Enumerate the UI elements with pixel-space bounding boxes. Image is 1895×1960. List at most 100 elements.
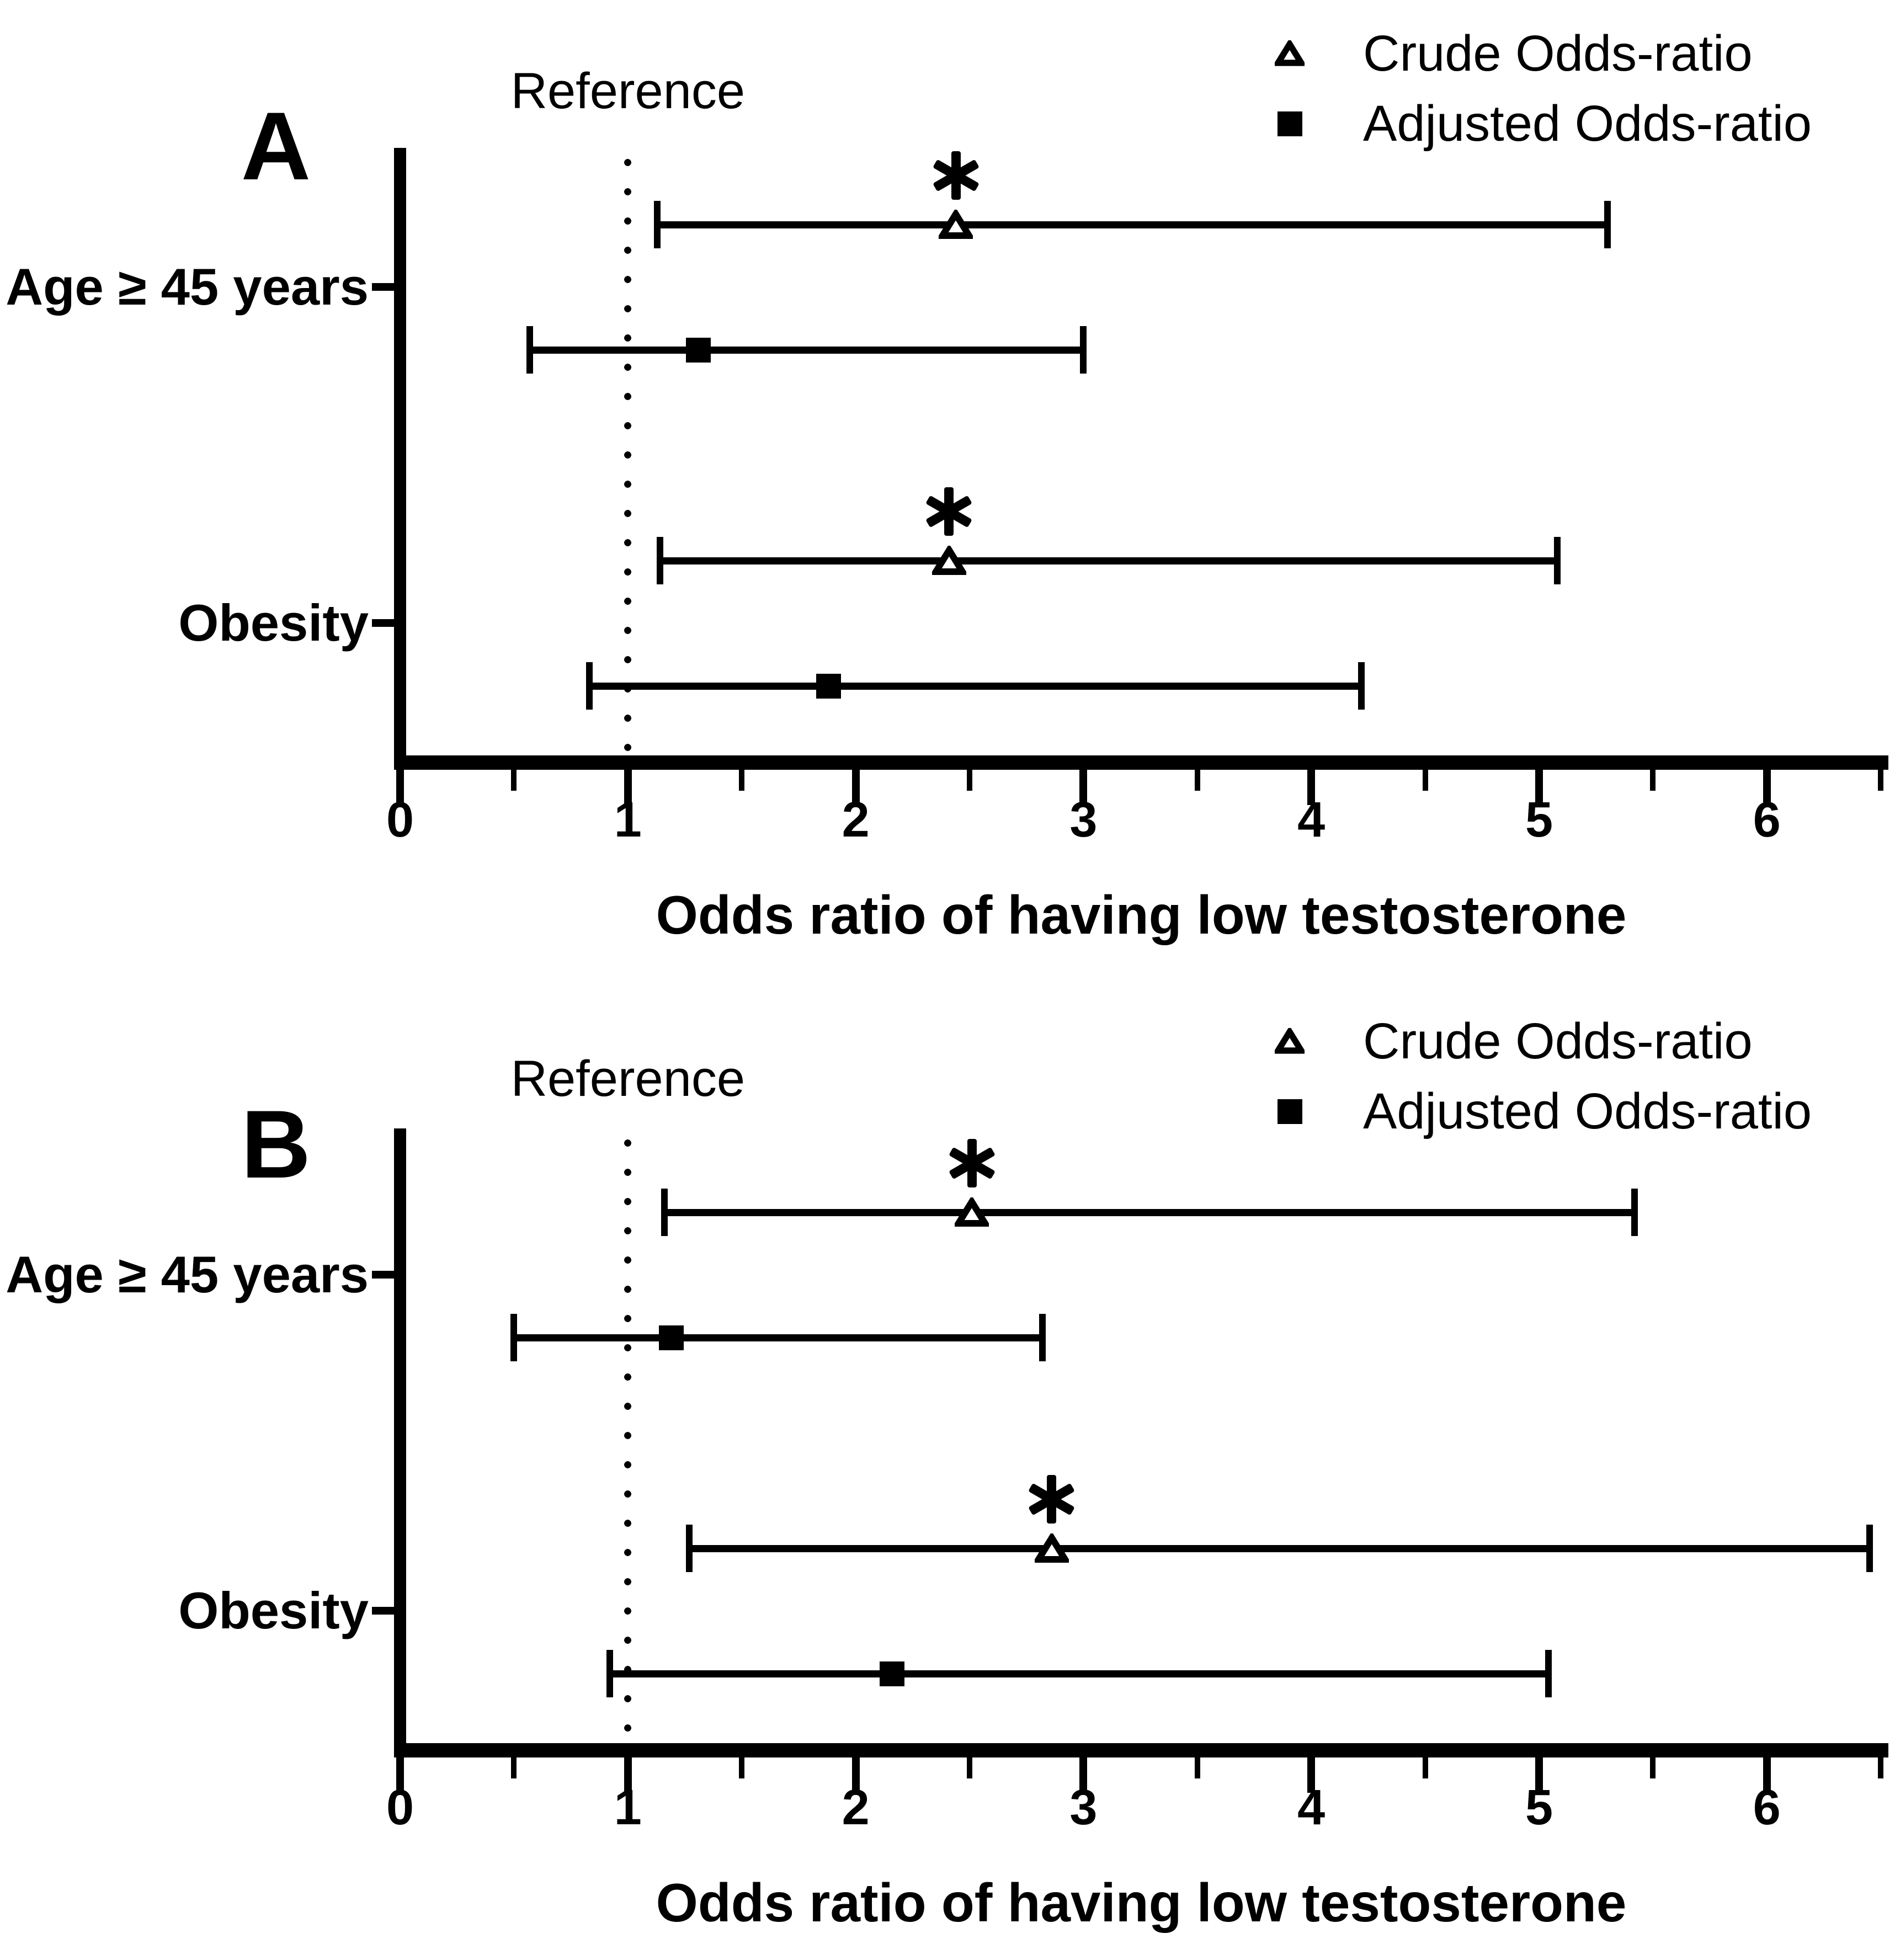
open-triangle-icon (936, 207, 975, 239)
significance-asterisk (924, 487, 974, 536)
x-axis-major-tick (1307, 1757, 1316, 1793)
x-axis-tick-label: 1 (614, 1780, 642, 1835)
error-bar-line (659, 557, 1557, 564)
panel-label: A (241, 93, 311, 200)
category-label: Age ≥ 45 years (6, 258, 369, 316)
open-triangle-icon (952, 1195, 991, 1227)
error-bar-line (689, 1544, 1870, 1552)
error-bar-cap-left (656, 537, 663, 584)
x-axis-minor-tick (739, 1757, 745, 1778)
significance-asterisk (1027, 1475, 1077, 1524)
x-axis-tick-label: 3 (1069, 1780, 1098, 1835)
x-axis-major-tick (851, 1757, 860, 1793)
x-axis-minor-tick (1878, 770, 1884, 791)
x-axis-minor-tick (967, 770, 972, 791)
filled-square-icon (1277, 1099, 1302, 1124)
x-axis-minor-tick (1650, 770, 1656, 791)
error-bar-cap-left (510, 1314, 518, 1361)
reference-label: Reference (510, 1051, 746, 1107)
error-bar-line (514, 1334, 1043, 1341)
y-axis-category-tick (372, 619, 394, 627)
open-triangle-icon (930, 544, 968, 576)
error-bar-line (609, 1670, 1548, 1677)
x-axis-tick-label: 4 (1297, 1780, 1326, 1835)
x-axis-tick-label: 2 (842, 792, 870, 848)
x-axis-major-tick (396, 770, 404, 805)
y-axis-category-tick (372, 1271, 394, 1279)
significance-asterisk (931, 151, 981, 200)
x-axis-minor-tick (1422, 770, 1428, 791)
error-bar-line (530, 346, 1084, 354)
reference-line (624, 1128, 632, 1743)
open-triangle-icon (1032, 1531, 1071, 1563)
x-axis-major-tick (1079, 770, 1088, 805)
x-axis-major-tick (1307, 770, 1316, 805)
x-axis-major-tick (1079, 1757, 1088, 1793)
error-bar-cap-left (654, 201, 661, 248)
x-axis-minor-tick (511, 1757, 517, 1778)
x-axis-minor-tick (1650, 1757, 1656, 1778)
category-label: Age ≥ 45 years (6, 1245, 369, 1303)
open-triangle-icon (1272, 38, 1307, 66)
error-bar-cap-right (1631, 1189, 1638, 1236)
panel-label: B (241, 1091, 311, 1199)
x-axis-title: Odds ratio of having low testosterone (656, 1872, 1627, 1933)
open-triangle-icon (1272, 1026, 1307, 1054)
x-axis-tick-label: 6 (1753, 792, 1781, 848)
x-axis-minor-tick (511, 770, 517, 791)
legend-item-label: Adjusted Odds-ratio (1363, 1083, 1812, 1139)
legend-item-label: Crude Odds-ratio (1363, 25, 1753, 82)
x-axis-major-tick (1763, 770, 1771, 805)
y-axis-spine (394, 1128, 406, 1757)
x-axis-minor-tick (1194, 770, 1200, 791)
significance-asterisk (947, 1139, 997, 1187)
x-axis-tick-label: 4 (1297, 792, 1326, 848)
filled-square-icon (658, 1325, 684, 1350)
error-bar-cap-right (1358, 662, 1365, 710)
error-bar-cap-left (661, 1189, 668, 1236)
reference-line (624, 148, 632, 755)
error-bar-cap-left (606, 1650, 613, 1697)
x-axis-major-tick (396, 1757, 404, 1793)
x-axis-tick-label: 5 (1525, 792, 1553, 848)
y-axis-category-tick (372, 1607, 394, 1615)
error-bar-cap-right (1604, 201, 1611, 248)
x-axis-minor-tick (739, 770, 745, 791)
legend-item-label: Crude Odds-ratio (1363, 1013, 1753, 1069)
reference-label: Reference (510, 63, 746, 119)
x-axis-tick-label: 1 (614, 792, 642, 848)
error-bar-cap-right (1866, 1525, 1873, 1572)
category-label: Obesity (178, 1581, 369, 1639)
error-bar-cap-left (686, 1525, 693, 1572)
error-bar-cap-left (526, 326, 534, 374)
x-axis-tick-label: 6 (1753, 1780, 1781, 1835)
error-bar-line (657, 221, 1607, 228)
y-axis-category-tick (372, 283, 394, 291)
x-axis-minor-tick (967, 1757, 972, 1778)
error-bar-cap-left (585, 662, 593, 710)
category-label: Obesity (178, 594, 369, 652)
x-axis-major-tick (1535, 770, 1543, 805)
x-axis-minor-tick (1194, 1757, 1200, 1778)
error-bar-cap-right (1039, 1314, 1046, 1361)
filled-square-icon (880, 1661, 905, 1686)
error-bar-cap-right (1554, 537, 1561, 584)
x-axis-minor-tick (1878, 1757, 1884, 1778)
x-axis-major-tick (624, 1757, 632, 1793)
x-axis-line (394, 1743, 1888, 1757)
error-bar-cap-right (1545, 1650, 1552, 1697)
filled-square-icon (1277, 111, 1302, 136)
error-bar-line (589, 682, 1361, 690)
x-axis-line (394, 755, 1888, 770)
x-axis-tick-label: 5 (1525, 1780, 1553, 1835)
error-bar-line (664, 1208, 1635, 1216)
filled-square-icon (686, 337, 711, 363)
x-axis-tick-label: 0 (386, 792, 414, 848)
x-axis-tick-label: 0 (386, 1780, 414, 1835)
error-bar-cap-right (1080, 326, 1087, 374)
x-axis-tick-label: 2 (842, 1780, 870, 1835)
x-axis-title: Odds ratio of having low testosterone (656, 885, 1627, 945)
x-axis-tick-label: 3 (1069, 792, 1098, 848)
y-axis-spine (394, 148, 406, 770)
